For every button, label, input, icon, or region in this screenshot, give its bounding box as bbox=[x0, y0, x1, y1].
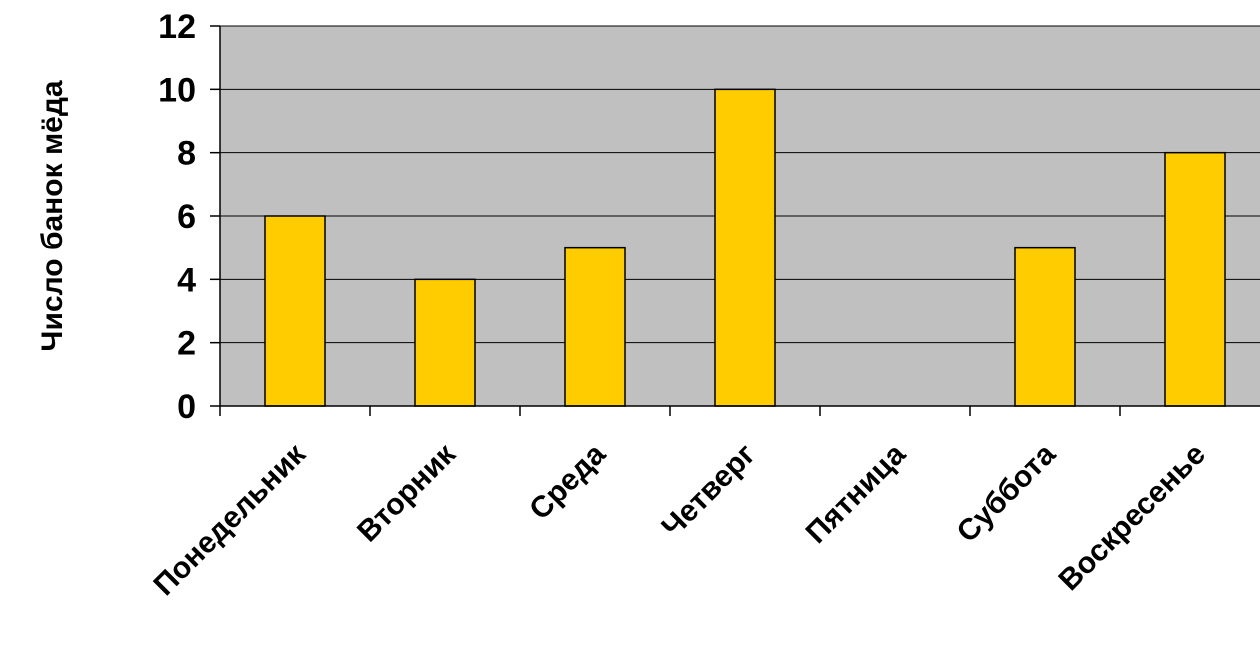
bar-3 bbox=[564, 246, 626, 407]
x-tick-label: Четверг bbox=[655, 438, 762, 545]
bar-4 bbox=[714, 88, 776, 407]
x-tick-label: Суббота bbox=[951, 437, 1062, 548]
x-tick-label: Вторник bbox=[351, 437, 463, 549]
x-tick-label: Понедельник bbox=[148, 437, 313, 602]
bar-2 bbox=[414, 278, 476, 407]
y-tick-label: 10 bbox=[158, 71, 196, 109]
x-tick-label: Пятница bbox=[800, 437, 913, 550]
y-tick-label: 12 bbox=[158, 8, 196, 46]
y-axis-label: Число банок мёда bbox=[36, 80, 69, 351]
x-tick-label: Среда bbox=[523, 437, 612, 526]
bar-6 bbox=[1014, 246, 1076, 407]
y-tick-label: 6 bbox=[177, 198, 196, 236]
bar-7 bbox=[1164, 151, 1226, 407]
bar-1 bbox=[264, 215, 326, 407]
y-tick-label: 4 bbox=[177, 261, 196, 299]
axes bbox=[210, 25, 1260, 416]
y-tick-labels: 0 2 4 6 8 10 12 bbox=[158, 8, 196, 426]
x-tick-labels: Понедельник Вторник Среда Четверг Пятница Суб… bbox=[148, 437, 1212, 602]
y-tick-label: 0 bbox=[177, 388, 196, 426]
bars bbox=[264, 88, 1226, 407]
y-tick-label: 8 bbox=[177, 135, 196, 173]
y-tick-label: 2 bbox=[177, 325, 196, 363]
x-tick-label: Воскресенье bbox=[1052, 438, 1211, 597]
